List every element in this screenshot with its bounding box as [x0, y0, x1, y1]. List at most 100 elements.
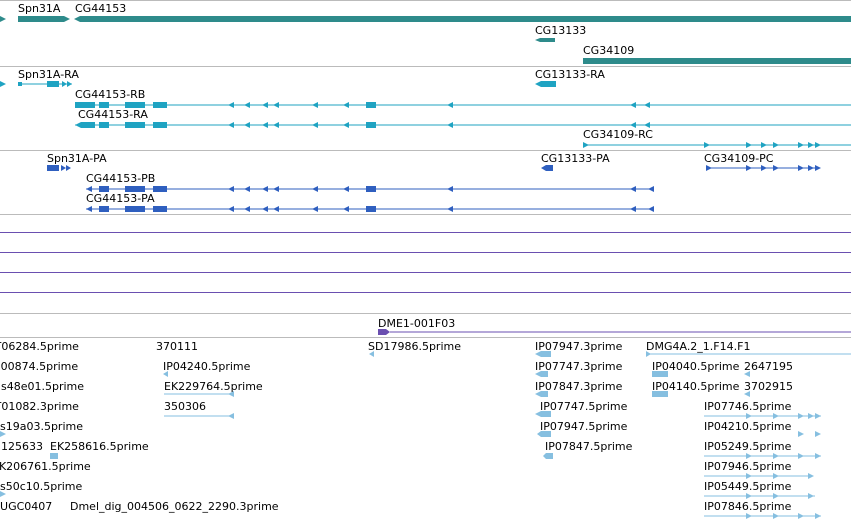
- protein-exon[interactable]: [125, 186, 145, 192]
- protein-exon[interactable]: [746, 165, 752, 171]
- est-label[interactable]: IP07846.5prime: [704, 500, 792, 513]
- protein-exon[interactable]: [86, 206, 92, 212]
- est-feature[interactable]: [773, 453, 779, 459]
- protein-exon[interactable]: [99, 186, 109, 192]
- transcript-exon[interactable]: [99, 122, 109, 128]
- est-feature[interactable]: [0, 431, 6, 437]
- transcript-exon[interactable]: [262, 102, 268, 108]
- est-label[interactable]: IP05249.5prime: [704, 440, 792, 453]
- protein-exon[interactable]: [761, 165, 767, 171]
- est-feature[interactable]: [744, 371, 750, 377]
- protein-exon[interactable]: [228, 206, 234, 212]
- protein-exon[interactable]: [630, 206, 636, 212]
- est-feature[interactable]: [773, 413, 779, 419]
- transcript-exon[interactable]: [366, 102, 376, 108]
- transcript-label-cg44153-ra[interactable]: CG44153-RA: [78, 108, 148, 121]
- est-label[interactable]: SD17986.5prime: [368, 340, 461, 353]
- protein-label-cg13133-pa[interactable]: CG13133-PA: [541, 152, 610, 165]
- est-label[interactable]: DMG4A.2_1.F14.F1: [646, 340, 751, 353]
- protein-exon[interactable]: [273, 206, 279, 212]
- est-feature[interactable]: [746, 453, 752, 459]
- est-label[interactable]: Dmel_dig_004506_0622_2290.3prime: [70, 500, 279, 513]
- protein-exon[interactable]: [262, 186, 268, 192]
- transcript-exon[interactable]: [67, 81, 72, 87]
- protein-exon[interactable]: [343, 206, 349, 212]
- protein-exon[interactable]: [815, 165, 821, 171]
- est-feature[interactable]: [0, 491, 6, 497]
- transcript-exon[interactable]: [366, 122, 376, 128]
- transcript-exon[interactable]: [644, 122, 650, 128]
- est-label[interactable]: EK258616.5prime: [50, 440, 149, 453]
- transcript-exon[interactable]: [644, 102, 650, 108]
- est-label[interactable]: 2125633: [0, 440, 43, 453]
- transcript-exon[interactable]: [244, 102, 250, 108]
- transcript-exon[interactable]: [343, 102, 349, 108]
- gene-bar-cg13133[interactable]: [535, 38, 555, 42]
- est-label[interactable]: EK229764.5prime: [164, 380, 263, 393]
- est-label[interactable]: 3702915: [744, 380, 793, 393]
- est-label[interactable]: IP04210.5prime: [704, 420, 792, 433]
- est-feature[interactable]: [773, 473, 779, 479]
- est-feature[interactable]: [798, 431, 804, 437]
- gene-label-spn31a[interactable]: Spn31A: [18, 2, 61, 15]
- gene-bar-spn31a[interactable]: [18, 16, 70, 22]
- est-label[interactable]: IP07847.3prime: [535, 380, 623, 393]
- transcript-label-cg34109-rc[interactable]: CG34109-RC: [583, 128, 653, 141]
- est-label[interactable]: ds48e01.5prime: [0, 380, 85, 393]
- gene-label-cg34109[interactable]: CG34109: [583, 44, 635, 57]
- transcript-exon[interactable]: [228, 102, 234, 108]
- protein-exon[interactable]: [86, 186, 92, 192]
- transcript-exon[interactable]: [583, 142, 589, 148]
- transcript-exon[interactable]: [62, 81, 67, 87]
- est-label[interactable]: IP07947.5prime: [540, 420, 628, 433]
- transcript-edge-arrow[interactable]: [0, 81, 6, 87]
- est-feature[interactable]: [815, 431, 821, 437]
- protein-exon[interactable]: [312, 206, 318, 212]
- protein-exon[interactable]: [312, 186, 318, 192]
- est-feature[interactable]: [746, 413, 752, 419]
- protein-exon[interactable]: [798, 165, 804, 171]
- est-label[interactable]: EK206761.5prime: [0, 460, 91, 473]
- est-feature[interactable]: [50, 453, 58, 459]
- est-feature[interactable]: [228, 413, 234, 419]
- est-feature[interactable]: [746, 513, 752, 519]
- transcript-exon[interactable]: [153, 122, 167, 128]
- est-label[interactable]: IP07747.5prime: [540, 400, 628, 413]
- transcript-exon[interactable]: [630, 102, 636, 108]
- transcript-exon[interactable]: [81, 122, 95, 128]
- transcript-exon[interactable]: [273, 122, 279, 128]
- transcript-exon[interactable]: [773, 142, 779, 148]
- est-feature[interactable]: [163, 371, 168, 377]
- protein-exon-cg13133-pa[interactable]: [541, 165, 553, 171]
- est-label[interactable]: IP07847.5prime: [545, 440, 633, 453]
- est-label[interactable]: IP04040.5prime: [652, 360, 740, 373]
- transcript-exon[interactable]: [761, 142, 767, 148]
- est-feature[interactable]: [808, 473, 814, 479]
- transcript-exon[interactable]: [704, 142, 710, 148]
- gene-bar-cg44153[interactable]: [74, 16, 851, 22]
- protein-exon[interactable]: [99, 206, 109, 212]
- protein-label-cg34109-pc[interactable]: CG34109-PC: [704, 152, 774, 165]
- transcript-exon[interactable]: [125, 122, 145, 128]
- protein-label-spn31a-pa[interactable]: Spn31A-PA: [47, 152, 107, 165]
- insertion-label[interactable]: DME1-001F03: [378, 317, 456, 330]
- protein-exon[interactable]: [66, 165, 71, 171]
- gene-label-cg44153[interactable]: CG44153: [75, 2, 127, 15]
- est-feature[interactable]: [646, 351, 651, 357]
- transcript-exon[interactable]: [244, 122, 250, 128]
- transcript-exon[interactable]: [75, 122, 81, 128]
- est-label[interactable]: UUGC0407: [0, 500, 53, 513]
- protein-exon[interactable]: [228, 186, 234, 192]
- transcript-exon[interactable]: [808, 142, 814, 148]
- transcript-exon[interactable]: [312, 102, 318, 108]
- est-feature[interactable]: [798, 413, 804, 419]
- transcript-label-cg13133-ra[interactable]: CG13133-RA: [535, 68, 605, 81]
- insertion-bar-dme1-001f03[interactable]: [378, 329, 390, 335]
- protein-exon[interactable]: [273, 186, 279, 192]
- est-label[interactable]: IP07946.5prime: [704, 460, 792, 473]
- est-feature[interactable]: [543, 453, 553, 459]
- est-feature[interactable]: [535, 391, 548, 397]
- transcript-label-spn31a-ra[interactable]: Spn31A-RA: [18, 68, 79, 81]
- est-feature[interactable]: [746, 473, 752, 479]
- est-feature[interactable]: [746, 493, 752, 499]
